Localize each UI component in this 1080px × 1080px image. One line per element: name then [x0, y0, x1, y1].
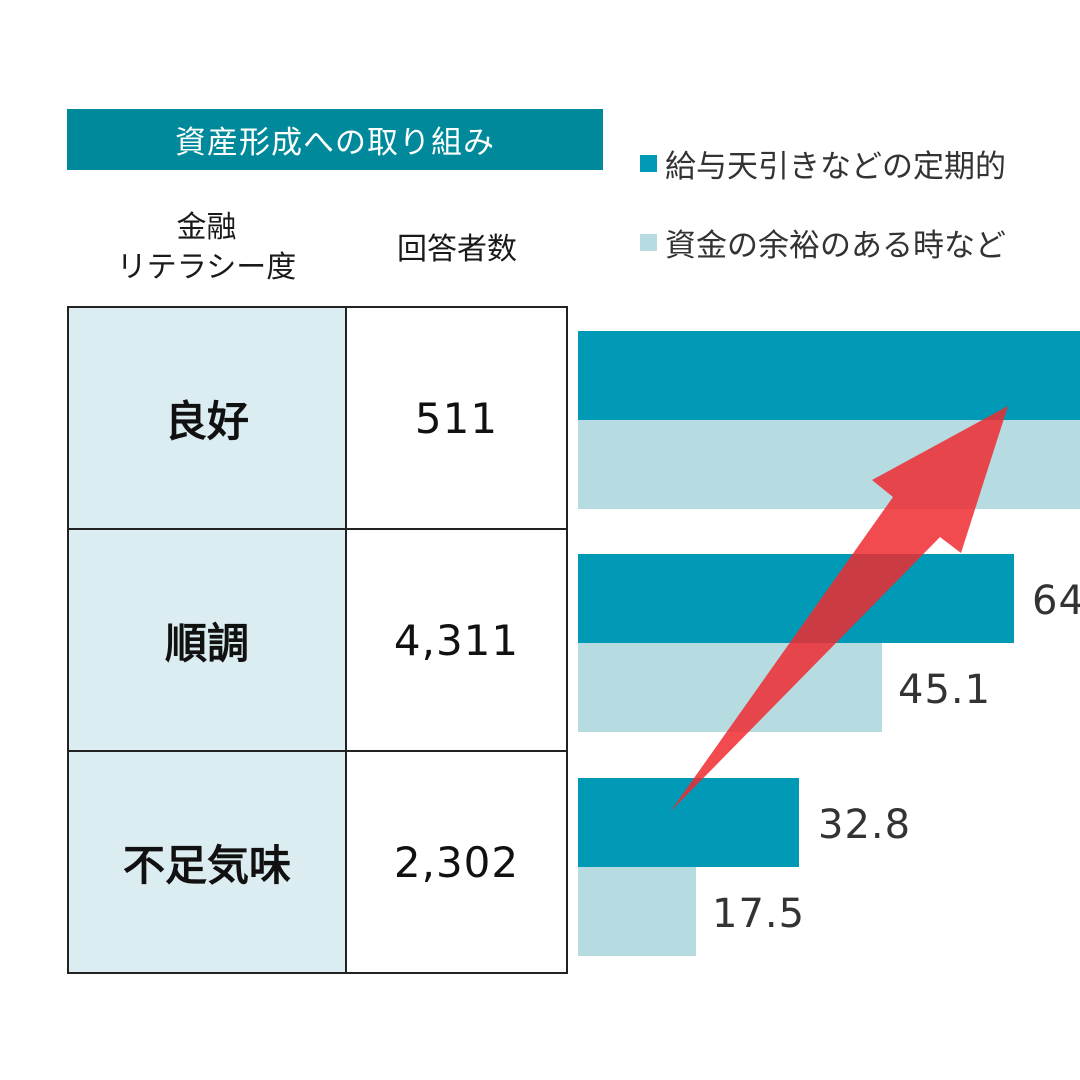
literacy-table: 良好 511 順調 4,311 不足気味 2,302 — [67, 306, 568, 974]
table-row: 良好 511 — [67, 306, 568, 530]
value-label-lacking-regular: 32.8 — [818, 802, 912, 848]
legend-label: 給与天引きなどの定期的 — [665, 149, 1006, 185]
table-row: 順調 4,311 — [67, 528, 568, 752]
legend-label: 資金の余裕のある時など — [665, 228, 1006, 264]
column-header-literacy-line1: 金融 — [176, 210, 237, 245]
value-label-steady-regular: 64 — [1032, 578, 1080, 624]
column-header-literacy-line2: リテラシー度 — [116, 250, 297, 285]
legend-swatch-light-icon — [640, 234, 657, 251]
legend-swatch-dark-icon — [640, 155, 657, 172]
legend-item-regular: 給与天引きなどの定期的 — [640, 141, 1006, 186]
legend-item-when-affordable: 資金の余裕のある時など — [640, 220, 1006, 265]
table-row: 不足気味 2,302 — [67, 750, 568, 974]
bar-steady-when-affordable — [578, 643, 882, 732]
respondent-count-cell: 511 — [345, 306, 568, 530]
value-label-lacking-when-affordable: 17.5 — [712, 891, 806, 937]
respondent-count-cell: 4,311 — [345, 528, 568, 752]
column-header-respondents: 回答者数 — [397, 232, 517, 267]
chart-title: 資産形成への取り組み — [67, 109, 603, 170]
respondent-count-cell: 2,302 — [345, 750, 568, 974]
bar-lacking-when-affordable — [578, 867, 696, 956]
literacy-level-cell: 良好 — [67, 306, 347, 530]
literacy-level-cell: 不足気味 — [67, 750, 347, 974]
literacy-level-cell: 順調 — [67, 528, 347, 752]
column-header-literacy: 金融 リテラシー度 — [67, 208, 346, 288]
bar-steady-regular — [578, 554, 1014, 643]
bar-good-regular — [578, 331, 1080, 420]
value-label-steady-when-affordable: 45.1 — [898, 667, 992, 713]
